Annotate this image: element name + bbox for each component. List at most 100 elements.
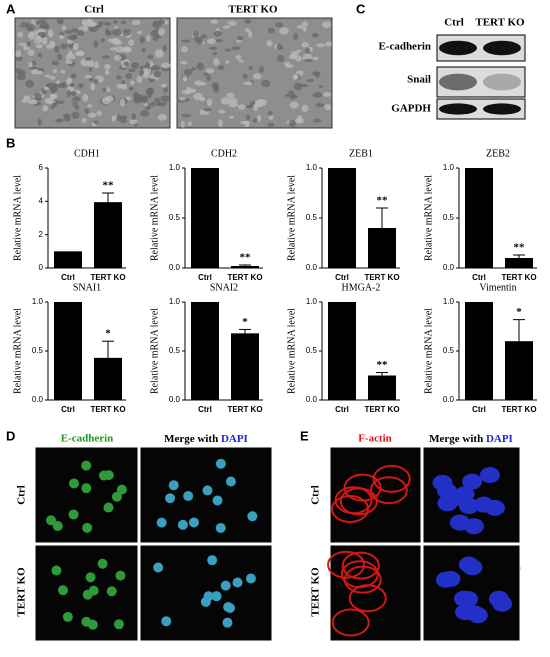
nucleus — [113, 619, 124, 630]
y-tick-label: 2 — [39, 230, 44, 239]
cell — [59, 34, 64, 40]
cell — [81, 19, 86, 26]
cell — [284, 61, 291, 67]
cell — [134, 94, 139, 101]
y-tick-label: 0.0 — [306, 395, 318, 404]
nucleus — [203, 591, 214, 602]
cell — [28, 61, 33, 68]
nucleus — [111, 491, 122, 502]
nucleus — [437, 495, 458, 512]
cell — [123, 61, 130, 67]
cell — [113, 19, 118, 24]
x-tick-label: TERT KO — [90, 405, 125, 414]
cell — [112, 28, 122, 36]
cell — [187, 121, 192, 126]
cell — [120, 115, 128, 120]
nucleus — [115, 570, 126, 581]
nucleus — [455, 604, 476, 621]
y-tick-label: 1.0 — [306, 297, 318, 306]
cell — [276, 43, 282, 50]
cell — [37, 52, 43, 58]
cell — [38, 19, 47, 23]
cell — [142, 67, 152, 74]
cell — [267, 111, 273, 116]
cell — [136, 30, 143, 35]
nucleus — [68, 478, 79, 489]
cell — [21, 98, 29, 103]
bar — [505, 258, 533, 268]
cell — [64, 113, 71, 122]
cell — [56, 100, 65, 104]
x-tick-label: TERT KO — [227, 273, 262, 282]
cell — [143, 64, 151, 68]
cell — [42, 105, 49, 112]
nucleus — [207, 555, 218, 566]
nucleus — [232, 577, 243, 588]
x-tick-label: Ctrl — [335, 273, 349, 282]
cell — [121, 46, 132, 53]
cell — [182, 75, 188, 82]
cell — [129, 80, 135, 85]
x-tick-label: Ctrl — [472, 405, 486, 414]
x-tick-label: TERT KO — [364, 273, 399, 282]
y-axis-label: Relative mRNA level — [149, 308, 160, 394]
cell — [194, 80, 204, 86]
y-axis-label: Relative mRNA level — [149, 175, 160, 261]
cell — [116, 83, 125, 89]
dapi-text: DAPI — [221, 433, 248, 445]
significance: ** — [377, 359, 389, 371]
x-tick-label: TERT KO — [90, 273, 125, 282]
cell — [229, 115, 234, 119]
cell — [301, 104, 309, 113]
fluorescence-image — [329, 544, 422, 642]
y-tick-label: 0.0 — [32, 395, 44, 404]
nucleus — [58, 585, 69, 596]
chart-title: ZEB2 — [486, 148, 510, 159]
y-tick-label: 6 — [39, 163, 44, 172]
cell — [226, 92, 235, 99]
nucleus — [212, 495, 223, 506]
cell — [129, 118, 138, 125]
y-tick-label: 0.0 — [306, 263, 318, 272]
nucleus — [165, 493, 176, 504]
cell — [45, 83, 51, 88]
chart-title: CDH1 — [74, 148, 100, 159]
merge-label: Merge with DAPI — [429, 433, 513, 445]
nucleus — [479, 467, 500, 484]
cell — [141, 73, 150, 78]
cell — [116, 114, 122, 122]
cell — [252, 118, 258, 123]
cell — [56, 53, 63, 61]
x-tick-label: TERT KO — [501, 405, 536, 414]
cell — [205, 68, 215, 74]
nucleus — [215, 522, 226, 533]
cell — [51, 102, 57, 108]
cell — [213, 30, 223, 37]
cell — [296, 49, 302, 53]
y-axis-label: Relative mRNA level — [423, 308, 434, 394]
cell — [294, 117, 305, 124]
cell — [196, 62, 205, 71]
cell — [35, 44, 43, 49]
cell — [316, 43, 326, 48]
cell — [55, 118, 62, 123]
cell — [17, 31, 24, 38]
x-tick-label: Ctrl — [198, 273, 212, 282]
cell — [56, 17, 64, 25]
cell — [236, 36, 244, 41]
cell — [215, 38, 224, 42]
cell — [52, 84, 58, 93]
nucleus — [454, 486, 475, 503]
cell — [146, 34, 151, 42]
y-tick-label: 0.5 — [32, 346, 44, 355]
panel-label: B — [6, 135, 15, 150]
cell — [306, 78, 314, 83]
significance: ** — [514, 242, 526, 254]
cell — [157, 28, 165, 36]
chart-title: HMGA-2 — [342, 282, 381, 293]
chart-title: Vimentin — [479, 282, 516, 293]
chart-title: SNAI2 — [210, 282, 238, 293]
y-tick-label: 1.0 — [169, 297, 181, 306]
cell — [242, 73, 248, 80]
